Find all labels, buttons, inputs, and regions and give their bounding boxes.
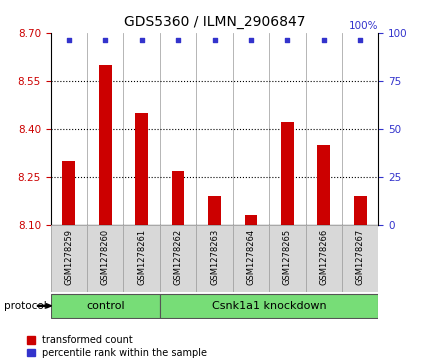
Bar	[245, 215, 257, 225]
Text: GSM1278260: GSM1278260	[101, 229, 110, 285]
Bar	[342, 225, 378, 292]
Legend: transformed count, percentile rank within the sample: transformed count, percentile rank withi…	[27, 335, 207, 358]
Point	[284, 37, 291, 43]
Bar	[51, 225, 87, 292]
Bar	[99, 65, 112, 225]
Bar	[354, 196, 367, 225]
Text: GSM1278265: GSM1278265	[283, 229, 292, 285]
Bar	[160, 225, 196, 292]
Text: GSM1278263: GSM1278263	[210, 229, 219, 285]
Bar	[87, 225, 124, 292]
Text: GSM1278259: GSM1278259	[64, 229, 73, 285]
Text: control: control	[86, 301, 125, 311]
Bar	[208, 196, 221, 225]
Point	[175, 37, 182, 43]
Point	[102, 37, 109, 43]
Text: GSM1278264: GSM1278264	[246, 229, 256, 285]
Bar	[281, 122, 294, 225]
Bar	[269, 225, 305, 292]
Point	[138, 37, 145, 43]
Bar	[196, 225, 233, 292]
Bar	[172, 171, 184, 225]
Bar	[305, 225, 342, 292]
Point	[65, 37, 72, 43]
Bar	[317, 145, 330, 225]
Bar	[51, 294, 160, 318]
Point	[211, 37, 218, 43]
Point	[320, 37, 327, 43]
Text: GSM1278261: GSM1278261	[137, 229, 146, 285]
Bar	[233, 225, 269, 292]
Bar	[135, 113, 148, 225]
Text: protocol: protocol	[4, 301, 47, 311]
Point	[357, 37, 364, 43]
Text: 100%: 100%	[349, 21, 378, 31]
Text: GSM1278266: GSM1278266	[319, 229, 328, 285]
Text: Csnk1a1 knockdown: Csnk1a1 knockdown	[212, 301, 326, 311]
Bar	[160, 294, 378, 318]
Bar	[62, 161, 75, 225]
Text: GSM1278267: GSM1278267	[356, 229, 365, 285]
Text: GSM1278262: GSM1278262	[173, 229, 183, 285]
Title: GDS5360 / ILMN_2906847: GDS5360 / ILMN_2906847	[124, 15, 305, 29]
Point	[247, 37, 254, 43]
Bar	[124, 225, 160, 292]
